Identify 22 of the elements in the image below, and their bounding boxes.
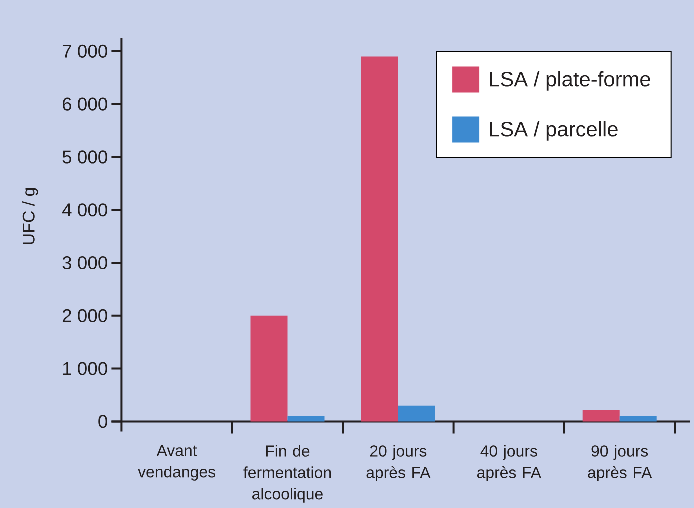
bar: [361, 56, 398, 422]
y-tick-label: 2 000: [62, 309, 108, 322]
y-tick-label: 0: [98, 415, 108, 428]
y-tick-label: 4 000: [62, 204, 108, 217]
y-tick-label: 6 000: [62, 98, 108, 111]
bar: [398, 406, 436, 422]
bar: [250, 316, 288, 422]
y-tick-label: 7 000: [62, 44, 108, 58]
y-axis-title: UFC / g: [22, 188, 38, 244]
legend-label: LSA / parcelle: [490, 121, 618, 141]
y-tick-label: 3 000: [62, 256, 108, 270]
x-tick-label: 90 jours après FA: [588, 445, 652, 482]
bar: [288, 416, 325, 422]
bar: [582, 410, 620, 422]
x-tick-label: 40 jours après FA: [477, 445, 542, 482]
x-tick-label: Fin de fermentation alcoolique: [244, 445, 332, 503]
legend-label: LSA / plate-forme: [490, 71, 650, 91]
bar: [620, 416, 657, 422]
x-tick-label: Avant vendanges: [138, 445, 216, 481]
y-tick-label: 1 000: [63, 362, 108, 376]
x-tick-label: 20 jours après FA: [366, 445, 431, 482]
y-tick-label: 5 000: [62, 150, 108, 164]
